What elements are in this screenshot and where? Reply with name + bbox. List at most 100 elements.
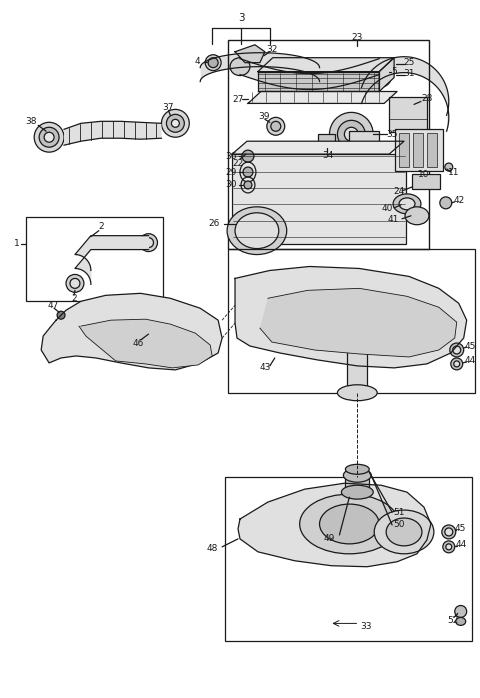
Text: 40: 40	[382, 205, 393, 214]
Text: 45: 45	[465, 341, 476, 350]
Bar	[413, 133, 423, 167]
Circle shape	[161, 110, 189, 138]
Bar	[346, 477, 369, 492]
Text: 1: 1	[13, 239, 19, 248]
Text: 33: 33	[360, 622, 372, 631]
Text: 43: 43	[259, 364, 271, 373]
Text: 52: 52	[447, 616, 458, 625]
Text: 26: 26	[209, 219, 220, 228]
Text: 35: 35	[386, 130, 398, 139]
Bar	[399, 133, 409, 167]
Circle shape	[451, 358, 463, 370]
Polygon shape	[248, 91, 397, 103]
Circle shape	[171, 119, 180, 127]
Bar	[389, 98, 427, 132]
Circle shape	[243, 167, 253, 177]
Ellipse shape	[337, 335, 377, 351]
Text: 42: 42	[453, 196, 464, 205]
Bar	[349, 131, 379, 149]
Circle shape	[57, 311, 65, 319]
Bar	[232, 154, 406, 244]
Text: 49: 49	[324, 535, 335, 544]
Ellipse shape	[235, 213, 279, 248]
Polygon shape	[238, 483, 431, 567]
Polygon shape	[41, 293, 222, 370]
Circle shape	[450, 343, 464, 357]
Circle shape	[39, 127, 59, 147]
Circle shape	[454, 361, 460, 367]
Text: 39: 39	[258, 112, 270, 121]
Bar	[228, 40, 429, 248]
Text: 25: 25	[403, 58, 415, 67]
Text: 2: 2	[71, 294, 77, 303]
Text: 24: 24	[394, 188, 405, 196]
Text: 36: 36	[226, 151, 237, 161]
Ellipse shape	[337, 385, 377, 401]
Text: 51: 51	[393, 507, 405, 517]
Text: 11: 11	[448, 168, 459, 177]
Bar	[395, 129, 443, 171]
Bar	[228, 248, 475, 393]
Ellipse shape	[405, 129, 429, 149]
Ellipse shape	[393, 194, 421, 214]
Circle shape	[446, 544, 452, 550]
Text: 30: 30	[226, 181, 237, 189]
Text: 2: 2	[98, 222, 104, 231]
Bar	[225, 477, 472, 641]
Text: 45: 45	[455, 524, 467, 533]
Text: 23: 23	[352, 34, 363, 43]
Ellipse shape	[399, 198, 415, 210]
Ellipse shape	[343, 468, 371, 482]
Circle shape	[440, 197, 452, 209]
Circle shape	[244, 181, 252, 189]
Text: 37: 37	[163, 103, 174, 112]
Circle shape	[453, 346, 461, 354]
Ellipse shape	[405, 207, 429, 225]
Text: 38: 38	[25, 117, 37, 126]
Polygon shape	[258, 72, 379, 91]
Text: 46: 46	[133, 339, 144, 348]
Ellipse shape	[300, 494, 399, 554]
Circle shape	[242, 150, 254, 162]
Circle shape	[34, 122, 64, 152]
Circle shape	[443, 541, 455, 553]
Bar	[26, 217, 164, 302]
Ellipse shape	[337, 120, 365, 148]
Ellipse shape	[230, 58, 250, 75]
Ellipse shape	[344, 127, 358, 141]
Ellipse shape	[456, 618, 466, 625]
Text: 28: 28	[421, 94, 432, 103]
Text: 4: 4	[194, 57, 200, 66]
Bar	[412, 174, 440, 189]
Polygon shape	[235, 267, 467, 368]
Polygon shape	[79, 319, 212, 368]
Bar	[427, 133, 437, 167]
Circle shape	[442, 525, 456, 539]
Text: 41: 41	[388, 215, 399, 224]
Text: 34: 34	[322, 151, 333, 160]
Polygon shape	[235, 45, 265, 63]
Circle shape	[267, 117, 285, 135]
Circle shape	[70, 279, 80, 288]
Polygon shape	[258, 58, 394, 72]
Text: 22: 22	[232, 158, 244, 168]
Text: 48: 48	[207, 544, 218, 554]
Circle shape	[144, 237, 154, 248]
Text: 32: 32	[266, 45, 277, 54]
Bar	[318, 134, 336, 146]
Ellipse shape	[320, 504, 379, 544]
Text: 3: 3	[238, 13, 244, 23]
Ellipse shape	[367, 68, 391, 87]
Text: 44: 44	[455, 540, 467, 549]
Text: 44: 44	[465, 357, 476, 366]
Circle shape	[271, 121, 281, 131]
Circle shape	[140, 234, 157, 251]
Ellipse shape	[329, 112, 373, 156]
Text: 47: 47	[48, 301, 59, 310]
Circle shape	[455, 605, 467, 618]
Circle shape	[445, 528, 453, 536]
Circle shape	[205, 54, 221, 70]
Circle shape	[44, 132, 54, 142]
Polygon shape	[260, 288, 457, 357]
Ellipse shape	[227, 207, 287, 255]
